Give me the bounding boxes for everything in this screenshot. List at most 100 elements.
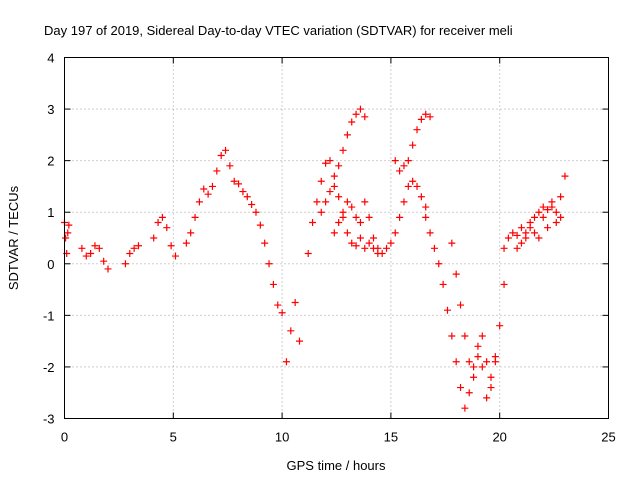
y-tick-label: 3 — [47, 102, 54, 117]
data-point — [461, 404, 469, 412]
data-point — [417, 115, 425, 123]
data-point — [478, 363, 486, 371]
data-point — [243, 193, 251, 201]
data-point — [448, 239, 456, 247]
data-point — [343, 131, 351, 139]
data-point — [361, 198, 369, 206]
data-point — [330, 229, 338, 237]
plot-frame — [64, 57, 609, 419]
data-point — [430, 244, 438, 252]
data-point — [182, 239, 190, 247]
data-point — [330, 182, 338, 190]
data-point — [474, 342, 482, 350]
data-point — [531, 229, 539, 237]
data-point — [452, 270, 460, 278]
data-point — [422, 213, 430, 221]
data-point — [126, 249, 134, 257]
data-point — [261, 239, 269, 247]
data-point — [452, 358, 460, 366]
data-point — [163, 224, 171, 232]
data-point — [200, 185, 208, 193]
data-point — [483, 394, 491, 402]
data-point — [361, 113, 369, 121]
data-point — [391, 157, 399, 165]
data-point — [339, 146, 347, 154]
data-point — [150, 234, 158, 242]
data-point — [343, 198, 351, 206]
y-tick-label: 4 — [47, 51, 54, 66]
data-point — [369, 234, 377, 242]
x-tick-label: 0 — [61, 430, 68, 445]
chart-marks — [61, 105, 569, 412]
data-point — [365, 239, 373, 247]
data-point — [154, 219, 162, 227]
x-tick-label: 5 — [170, 430, 177, 445]
data-point — [470, 373, 478, 381]
data-point — [304, 249, 312, 257]
data-point — [548, 198, 556, 206]
data-point — [187, 229, 195, 237]
data-point — [387, 239, 395, 247]
data-point — [313, 198, 321, 206]
data-point — [222, 146, 230, 154]
data-point — [95, 244, 103, 252]
data-point — [443, 306, 451, 314]
data-point — [265, 260, 273, 268]
y-tick-label: -3 — [43, 412, 55, 427]
data-point — [339, 208, 347, 216]
data-point — [158, 213, 166, 221]
data-point — [491, 353, 499, 361]
x-tick-label: 20 — [492, 430, 506, 445]
data-point — [539, 203, 547, 211]
data-point — [167, 242, 175, 250]
data-point — [322, 159, 330, 167]
y-tick-label: -2 — [43, 360, 55, 375]
data-point — [213, 167, 221, 175]
x-tick-label: 25 — [601, 430, 615, 445]
data-point — [365, 213, 373, 221]
data-point — [91, 242, 99, 250]
data-point — [561, 172, 569, 180]
data-point — [369, 244, 377, 252]
data-point — [343, 229, 351, 237]
data-point — [65, 221, 73, 229]
data-point — [539, 213, 547, 221]
data-point — [100, 257, 108, 265]
data-point — [335, 193, 343, 201]
data-point — [322, 198, 330, 206]
data-point — [478, 332, 486, 340]
chart-ticks: 0 5 10 15 20 25 -3 -2 -1 0 1 2 3 4 — [43, 51, 616, 445]
data-point — [361, 244, 369, 252]
chart-title: Day 197 of 2019, Sidereal Day-to-day VTE… — [44, 23, 513, 38]
data-point — [448, 332, 456, 340]
data-point — [487, 373, 495, 381]
data-point — [504, 234, 512, 242]
data-point — [195, 198, 203, 206]
data-point — [391, 229, 399, 237]
data-point — [426, 229, 434, 237]
data-point — [252, 208, 260, 216]
data-point — [409, 177, 417, 185]
data-point — [465, 389, 473, 397]
y-tick-label: 1 — [47, 205, 54, 220]
data-point — [439, 280, 447, 288]
data-point — [474, 353, 482, 361]
data-point — [335, 162, 343, 170]
data-point — [413, 126, 421, 134]
data-point — [356, 219, 364, 227]
data-point — [335, 219, 343, 227]
data-point — [522, 229, 530, 237]
chart-grid — [64, 57, 609, 419]
data-point — [326, 188, 334, 196]
data-point — [352, 110, 360, 118]
data-point — [317, 177, 325, 185]
data-point — [404, 157, 412, 165]
x-tick-label: 15 — [384, 430, 398, 445]
data-point — [62, 234, 70, 242]
data-point — [457, 301, 465, 309]
data-point — [531, 213, 539, 221]
data-point — [552, 208, 560, 216]
data-point — [78, 244, 86, 252]
data-point — [317, 208, 325, 216]
data-point — [82, 252, 90, 260]
